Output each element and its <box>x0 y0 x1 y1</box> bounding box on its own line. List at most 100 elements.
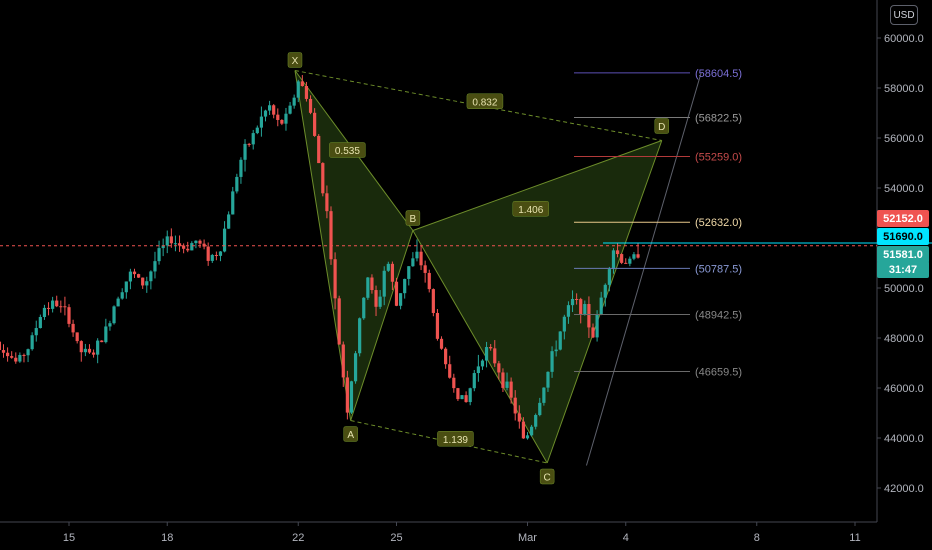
candle <box>398 293 403 310</box>
pattern-leg <box>546 140 663 464</box>
candle-body <box>464 395 468 403</box>
candle-body <box>472 373 476 389</box>
candle <box>476 354 480 382</box>
price-tag-label: 51581.0 <box>883 249 923 261</box>
candle-body <box>476 366 480 374</box>
candle <box>182 243 186 254</box>
candle <box>308 95 313 115</box>
candle-body <box>255 127 259 134</box>
price-tags: 52152.0 51690.0 51581.0 31:47 <box>877 210 929 278</box>
pattern-points: X A B C D <box>287 52 670 485</box>
x-tick-label: 15 <box>63 532 75 544</box>
candle <box>272 104 276 119</box>
point-label: C <box>544 473 551 484</box>
candle <box>415 239 419 262</box>
ratio-label-bg <box>466 93 504 109</box>
ratio-label: 0.535 <box>335 146 360 157</box>
candle-body <box>562 316 566 332</box>
candles[interactable] <box>0 75 640 440</box>
candle-body <box>194 240 198 244</box>
candle <box>550 346 554 378</box>
candle-body <box>186 248 190 251</box>
fib-label: (48942.5) <box>695 309 742 321</box>
candle-body <box>538 402 542 416</box>
candle <box>91 349 96 358</box>
price-tag <box>877 210 929 227</box>
ratio-label-bg <box>329 142 366 158</box>
candle <box>243 139 247 172</box>
candle-body <box>546 371 550 388</box>
candle <box>55 295 59 308</box>
candle-body <box>341 344 345 378</box>
candle-body <box>595 314 599 338</box>
candle-body <box>317 135 321 164</box>
candle <box>38 314 42 329</box>
candle <box>419 245 423 271</box>
candle-body <box>202 243 206 247</box>
candle-body <box>525 435 530 439</box>
candle-body <box>358 318 362 354</box>
y-tick-label: 44000.0 <box>884 433 924 445</box>
candle-body <box>345 377 349 413</box>
fib-label: (50787.5) <box>695 263 742 275</box>
candle <box>439 336 444 350</box>
candle <box>444 347 448 369</box>
candle-body <box>579 299 583 315</box>
candle <box>390 261 395 291</box>
candle <box>505 372 509 391</box>
price-tag-label: 51690.0 <box>883 231 923 243</box>
candle <box>239 157 243 184</box>
candle <box>448 355 452 379</box>
candle <box>411 252 415 267</box>
candle <box>267 100 272 115</box>
x-axis[interactable]: 15 18 22 25 Mar 4 8 11 <box>63 522 861 544</box>
candle-body <box>566 305 571 317</box>
candle-body <box>493 348 497 364</box>
candle-body <box>79 341 83 353</box>
candle <box>374 285 378 317</box>
candle <box>546 371 550 392</box>
pattern-triangle-xab <box>294 70 413 421</box>
candle-body <box>280 119 284 124</box>
candle-body <box>394 281 399 306</box>
candle <box>255 125 259 135</box>
candle <box>611 248 616 274</box>
candle-body <box>5 352 10 357</box>
candle-body <box>448 364 452 378</box>
point-label-bg <box>287 52 303 68</box>
price-tag-label: 52152.0 <box>883 213 923 225</box>
x-tick-label: 8 <box>754 532 760 544</box>
candle <box>325 185 329 219</box>
candle-body <box>18 354 22 362</box>
candle-body <box>71 323 75 333</box>
candle <box>206 242 210 266</box>
candle-body <box>398 293 403 306</box>
candle <box>452 373 456 393</box>
candle <box>22 353 26 363</box>
candle <box>321 162 325 197</box>
candle-body <box>222 228 227 252</box>
point-label: X <box>292 56 299 67</box>
candle-body <box>611 250 616 270</box>
candle <box>198 239 202 248</box>
candle <box>497 360 501 380</box>
x-tick-label: 4 <box>623 532 629 544</box>
candle <box>353 350 358 384</box>
candle-body <box>30 335 34 350</box>
candle <box>534 413 538 430</box>
candle <box>235 173 239 194</box>
currency-button[interactable]: USD <box>890 5 918 25</box>
candle <box>509 377 513 404</box>
candle <box>116 296 120 307</box>
candle <box>493 340 497 367</box>
candle <box>10 351 14 359</box>
candle <box>300 75 304 87</box>
candle-body <box>607 269 611 285</box>
candle-body <box>333 259 337 299</box>
price-tag <box>877 228 929 245</box>
candle <box>128 268 133 290</box>
candle <box>525 432 530 440</box>
y-axis[interactable]: 42000.044000.046000.048000.050000.052000… <box>877 33 924 495</box>
candle-body <box>484 347 489 361</box>
